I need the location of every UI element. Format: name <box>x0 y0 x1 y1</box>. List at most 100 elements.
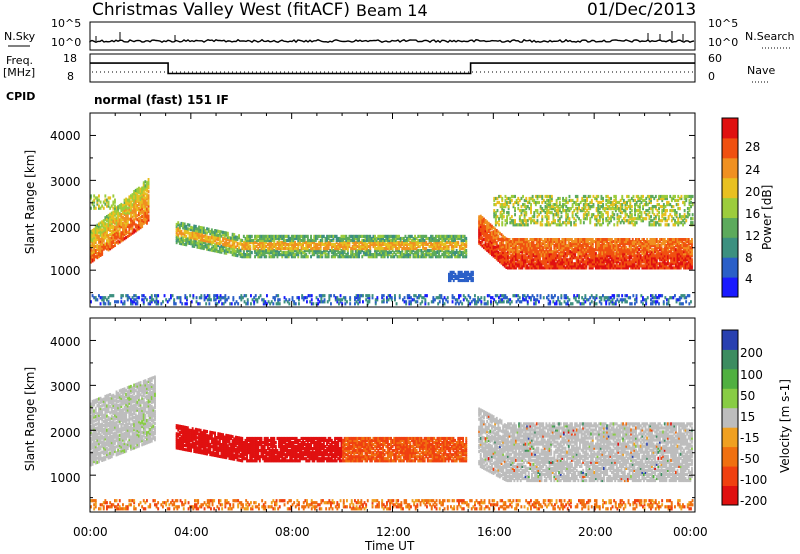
power-echo-evening-upper <box>550 207 553 211</box>
power-echo-evening <box>678 242 681 246</box>
power-echo-evening <box>563 248 565 252</box>
power-echo-evening-upper <box>576 215 579 219</box>
power-echo-evening <box>665 248 668 252</box>
power-echo-midday <box>177 233 180 237</box>
power-echo-morning <box>125 205 128 209</box>
power-echo-evening <box>620 246 623 250</box>
power-echo-evening <box>691 252 693 256</box>
power-echo-evening <box>599 240 602 244</box>
power-echo-midday <box>298 240 301 245</box>
power-echo-midday <box>321 234 324 238</box>
power-echo-midday <box>423 253 426 257</box>
power-echo-midday <box>228 242 231 246</box>
power-echo-evening <box>675 254 677 258</box>
power-echo-evening-upper <box>502 203 505 207</box>
power-echo-evening <box>678 264 681 268</box>
power-echo-evening <box>585 262 588 266</box>
power-echo-morning <box>122 236 124 240</box>
power-echo-evening-upper <box>595 219 598 223</box>
power-echo-evening-upper <box>616 200 619 205</box>
power-echo-evening <box>526 258 529 262</box>
power-near-range <box>133 298 136 302</box>
power-echo-evening <box>567 264 570 268</box>
power-echo-midday <box>358 253 360 257</box>
power-echo-midday <box>447 236 450 241</box>
power-echo-midday <box>337 249 340 253</box>
power-echo-midday <box>415 249 418 253</box>
power-echo-midday <box>406 249 408 253</box>
power-echo-evening-upper <box>550 221 553 225</box>
power-echo-evening-upper <box>531 196 534 201</box>
power-echo-evening <box>686 246 689 250</box>
power-echo-morning <box>94 249 97 253</box>
power-echo-evening <box>683 266 685 270</box>
power-echo-midday <box>346 244 349 249</box>
power-echo-midday <box>318 247 320 251</box>
power-echo-evening-upper <box>571 211 574 215</box>
power-echo-evening-upper <box>605 211 608 215</box>
power-echo-evening <box>531 246 533 250</box>
power-echo-morning <box>122 230 124 234</box>
power-echo-evening <box>676 246 679 250</box>
power-echo-evening <box>567 252 570 256</box>
power-echo-evening <box>566 248 569 252</box>
power-echo-evening <box>486 238 489 242</box>
power-echo-evening <box>545 264 548 268</box>
power-echo-midday <box>329 242 332 247</box>
power-echo-evening <box>588 264 591 268</box>
power-echo-evening <box>628 250 631 254</box>
power-echo-midday <box>233 245 236 249</box>
power-echo-midday <box>393 238 396 243</box>
power-echo-morning <box>98 230 100 234</box>
power-echo-evening <box>627 248 629 252</box>
power-echo-evening <box>667 250 669 254</box>
power-echo-midday <box>359 247 362 251</box>
power-echo-evening <box>649 260 652 264</box>
power-echo-evening <box>531 242 533 246</box>
power-echo-morning <box>117 241 120 245</box>
power-echo-midday <box>378 242 381 247</box>
power-echo-midday <box>274 251 277 255</box>
power-echo-midday <box>266 234 269 238</box>
power-echo-midday <box>287 251 290 255</box>
power-echo-evening <box>641 252 644 256</box>
power-echo-midday <box>386 236 389 241</box>
power-echo-midday <box>409 249 412 253</box>
power-echo-evening <box>556 254 559 258</box>
power-echo-midday <box>436 251 439 255</box>
power-echo-evening <box>603 248 605 252</box>
power-echo-evening <box>652 238 655 242</box>
power-echo-midday <box>450 244 453 249</box>
power-echo-evening-upper <box>555 205 558 209</box>
power-echo-evening <box>617 258 620 262</box>
power-echo-evening <box>588 252 591 256</box>
power-echo-evening <box>671 266 674 270</box>
power-echo-evening <box>543 242 546 246</box>
power-echo-evening <box>519 246 522 250</box>
power-echo-evening <box>532 258 535 262</box>
power-echo-evening-upper <box>549 200 552 205</box>
power-echo-midday <box>236 237 239 242</box>
power-echo-midday <box>180 240 183 244</box>
power-echo-midday <box>193 230 196 234</box>
power-echo-evening <box>643 266 645 270</box>
power-echo-midday <box>297 249 300 253</box>
power-echo-evening <box>598 256 601 260</box>
power-echo-evening-upper <box>584 194 587 199</box>
power-echo-midday <box>284 240 287 245</box>
power-echo-midday <box>297 253 300 257</box>
power-echo-evening <box>566 238 569 242</box>
power-echo-evening <box>663 258 666 262</box>
power-echo-evening-upper <box>539 211 542 215</box>
power-echo-evening <box>593 264 596 268</box>
power-echo-midday <box>428 253 431 257</box>
power-echo-evening-upper <box>502 205 505 209</box>
power-echo-evening-upper <box>530 207 532 211</box>
power-echo-evening <box>532 260 535 264</box>
power-echo-midday <box>212 232 215 236</box>
power-echo-evening <box>559 240 562 244</box>
power-echo-midday <box>324 242 327 247</box>
power-echo-midday <box>287 244 290 249</box>
power-echo-evening <box>604 238 607 242</box>
power-echo-evening <box>628 264 631 268</box>
